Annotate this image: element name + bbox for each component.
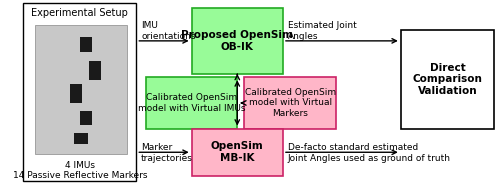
Text: OpenSim
MB-IK: OpenSim MB-IK	[211, 141, 264, 163]
Bar	[400, 30, 494, 128]
Bar	[192, 8, 283, 74]
Text: Experimental Setup: Experimental Setup	[32, 8, 128, 18]
Text: Proposed OpenSim
OB-IK: Proposed OpenSim OB-IK	[182, 30, 293, 52]
Bar	[70, 84, 82, 103]
Bar	[80, 37, 92, 52]
Text: Direct
Comparison
Validation: Direct Comparison Validation	[412, 63, 482, 96]
Bar	[146, 77, 238, 128]
Text: Calibrated OpenSim
model with Virtual
Markers: Calibrated OpenSim model with Virtual Ma…	[244, 88, 336, 118]
Text: Estimated Joint
Angles: Estimated Joint Angles	[288, 21, 356, 40]
Bar	[192, 128, 283, 176]
Text: IMU
orientations: IMU orientations	[141, 21, 196, 40]
Bar	[24, 3, 136, 181]
Text: De-facto standard estimated
Joint Angles used as ground of truth: De-facto standard estimated Joint Angles…	[288, 144, 451, 163]
Text: Calibrated OpenSim
model with Virtual IMUs: Calibrated OpenSim model with Virtual IM…	[138, 93, 246, 113]
Text: Marker
trajectories: Marker trajectories	[141, 144, 193, 163]
Text: 4 IMUs
14 Passive Reflective Markers: 4 IMUs 14 Passive Reflective Markers	[12, 161, 147, 181]
Bar	[90, 61, 102, 79]
Bar	[244, 77, 336, 128]
Bar	[80, 111, 92, 125]
Bar	[74, 133, 88, 144]
Bar	[36, 25, 126, 154]
